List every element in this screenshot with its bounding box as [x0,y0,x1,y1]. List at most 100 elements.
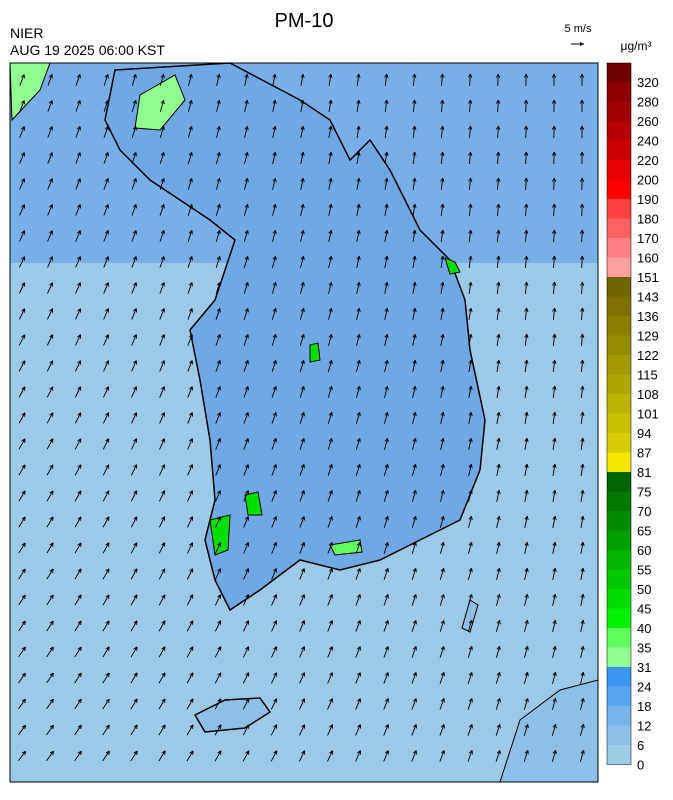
wind-arrow [412,281,417,294]
wind-arrow [187,256,193,268]
wind-arrow [271,542,277,554]
wind-arrow [75,74,81,86]
wind-arrow [412,437,417,450]
wind-arrow [552,229,557,243]
wind-arrow [328,125,333,138]
wind-arrow [495,645,501,658]
wind-arrow [580,593,585,606]
wind-arrow [412,359,417,372]
wind-arrow [552,203,557,217]
wind-arrow [300,177,305,190]
wind-arrow [524,333,529,347]
wind-arrow [327,359,333,372]
wind-arrow [19,74,25,86]
wind-arrow [440,203,445,217]
wind-arrow [467,645,473,658]
wind-arrow [327,490,333,502]
wind-arrow [186,542,194,554]
wind-arrow [131,99,137,112]
legend-swatch [607,316,631,336]
wind-arrow [327,333,333,346]
wind-arrow [18,568,26,580]
wind-arrow [103,360,109,372]
wind-arrow [187,177,193,190]
wind-arrow [440,489,445,502]
wind-arrow [299,438,305,450]
legend-swatch [607,140,631,160]
wind-arrow [383,541,389,554]
wind-arrow [214,646,222,658]
wind-arrow [524,541,529,554]
wind-arrow [496,359,501,372]
wind-arrow [552,645,557,658]
wind-arrow [187,490,193,502]
wind-arrow [131,282,137,294]
wind-arrow [468,177,473,191]
wind-arrow [47,100,53,112]
wind-arrow [46,672,54,684]
wind-arrow [384,385,389,398]
wind-arrow [131,256,137,268]
wind-arrow [299,359,305,372]
wind-arrow [215,229,221,242]
legend-swatch [607,374,631,394]
wind-arrow [412,73,417,87]
wind-arrow [18,386,26,398]
wind-arrow [299,385,305,398]
wind-arrow [355,463,361,476]
wind-arrow [411,672,417,684]
wind-arrow [215,464,221,476]
wind-arrow [46,386,54,398]
wind-arrow [383,437,389,450]
wind-arrow [186,568,194,580]
wind-arrow [496,437,501,450]
wind-arrow [468,359,473,372]
legend-swatch [607,160,631,180]
wind-arrow [18,594,26,606]
wind-arrow [103,256,109,268]
wind-arrow [468,463,473,476]
wind-arrow [186,594,194,606]
wind-arrow [412,307,417,320]
wind-arrow [270,672,278,684]
wind-arrow [18,490,26,502]
wind-arrow [159,412,165,424]
wind-arrow [467,698,473,710]
wind-arrow [243,255,249,268]
wind-arrow [579,203,585,217]
wind-arrow [580,671,585,684]
wind-arrow [186,750,194,762]
wind-arrow [579,151,585,165]
wind-arrow [159,282,165,294]
wind-arrow [412,333,417,346]
wind-arrow [412,411,417,424]
wind-arrow [214,724,222,736]
wind-arrow [187,203,193,216]
legend-label: 320 [637,75,659,90]
wind-arrow [300,99,305,112]
wind-arrow [243,281,249,294]
legend-label: 280 [637,95,659,110]
wind-arrow [524,359,529,373]
wind-arrow [552,385,557,399]
wind-arrow [18,308,26,320]
wind-arrow [328,203,333,216]
wind-arrow [187,464,193,476]
wind-arrow [46,646,54,658]
wind-arrow [383,724,389,736]
wind-arrow [384,73,389,87]
wind-arrow [46,698,54,710]
wind-arrow [243,542,249,554]
wind-arrow [551,151,557,165]
wind-arrow [18,464,26,476]
patch [329,539,363,556]
wind-arrow [243,490,249,502]
wind-arrow [215,203,221,216]
wind-arrow [131,334,137,346]
wind-arrow [242,698,250,710]
wind-arrow [580,281,585,295]
wind-arrow [439,672,445,684]
legend-label: 240 [637,134,659,149]
wind-arrow [158,698,166,710]
wind-arrow [158,516,166,528]
